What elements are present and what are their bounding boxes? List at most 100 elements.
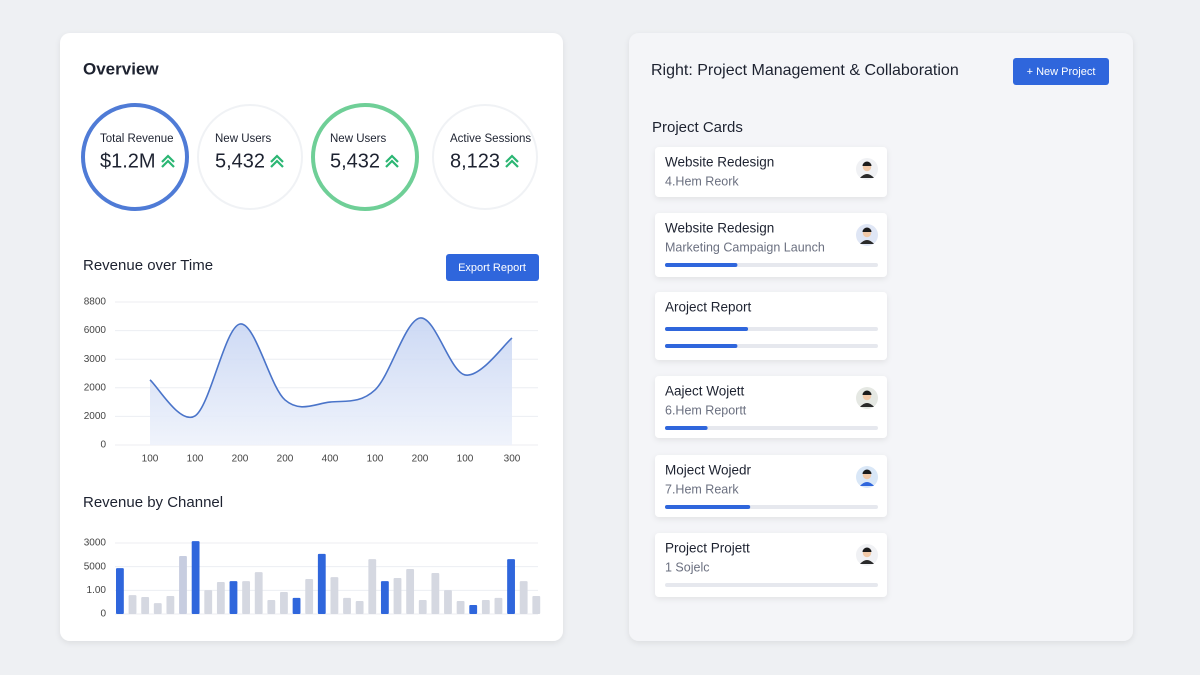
card-title: Moject Wojedr [665,463,752,478]
stat-circle [197,104,303,210]
bar [305,578,314,614]
project-card[interactable] [655,213,887,277]
y-tick-label: 2000 [84,411,107,422]
stat-label: Active Sessions [450,133,531,145]
export-button-label[interactable]: Export Report [458,262,526,274]
avatar-body [860,403,874,407]
x-tick-label: 200 [277,454,294,465]
x-tick-label: 100 [142,454,159,465]
card-subtitle: 1 Sojelc [665,560,709,574]
bar [166,596,175,614]
area [150,317,512,445]
avatar-body [860,482,874,486]
x-tick-label: 100 [457,454,474,465]
bar [343,597,351,614]
card-title: Aaject Wojett [665,384,745,399]
project-card[interactable] [655,455,887,517]
bar [204,590,213,614]
export-button[interactable] [446,254,539,281]
card-subtitle: Marketing Campaign Launch [665,240,825,254]
section-title: Project Cards [652,119,743,136]
bar [116,568,124,614]
progress-track [665,426,878,430]
stat-circle [432,104,538,210]
x-tick-label: 200 [232,454,249,465]
project-card[interactable] [655,292,887,360]
card-title: Website Redesign [665,155,774,170]
new-project-button[interactable] [1013,58,1109,85]
card-title: Project Projett [665,541,750,556]
y-tick-label: 2000 [84,382,107,393]
bar [229,581,238,614]
bar [191,541,200,614]
progress-track [665,583,878,587]
project-card[interactable] [655,376,887,438]
progress-fill [665,263,738,267]
bar [280,591,288,614]
trend-up-icon [505,154,519,168]
card-subtitle: 4.Hem Reork [665,174,739,188]
avatar-hair [862,469,872,474]
bar [292,597,301,614]
bar [254,572,263,614]
progress-fill [665,505,751,509]
stat-value: 8,123 [450,150,500,172]
bar [368,559,377,614]
bar [128,595,137,614]
bar [481,600,490,614]
stat-label: New Users [330,133,386,145]
card-title: Aroject Report [665,300,752,315]
overview-title: Overview [83,59,159,78]
new-project-button-label[interactable]: + New Project [1027,66,1096,78]
bar [153,603,162,614]
bar [380,581,389,614]
y-tick-label: 6000 [84,325,107,336]
stat-circle [311,103,419,211]
bar [141,596,150,614]
bar [532,596,541,614]
bar [507,559,515,614]
avatar-hair [862,227,872,232]
stat-label: Total Revenue [100,133,174,145]
y-tick-label: 1.00 [87,585,107,596]
chart-title: Revenue by Channel [83,494,223,511]
bar [330,577,339,614]
stat-value: $1.2M [100,150,156,172]
bar [431,573,440,614]
trend-up-icon [270,154,284,168]
left-panel [60,33,563,641]
bar [242,581,250,614]
avatar-hair [862,390,872,395]
x-tick-label: 200 [412,454,429,465]
y-tick-label: 5000 [84,561,107,572]
avatar-body [860,174,874,178]
project-card[interactable] [655,533,887,597]
chart-title: Revenue over Time [83,257,213,274]
progress-fill [665,344,738,348]
avatar-hair [862,161,872,166]
y-tick-label: 0 [100,609,106,620]
bar [469,605,478,614]
bar [216,582,225,614]
trend-up-icon [161,154,175,168]
x-tick-label: 400 [322,454,339,465]
stat-circle [81,103,189,211]
bar [444,590,452,614]
card-subtitle: 6.Hem Reportt [665,403,747,417]
stat-label: New Users [215,133,271,145]
bar [519,581,528,614]
stat-value: 5,432 [330,150,380,172]
bar [355,600,364,614]
panel-title: Right: Project Management & Collaboratio… [651,62,959,79]
card-title: Website Redesign [665,221,774,236]
bar [267,600,276,614]
trend-up-icon [385,154,399,168]
bar [494,597,503,614]
x-tick-label: 100 [187,454,204,465]
bar [393,578,402,614]
bar [418,600,427,614]
avatar-hair [862,547,872,552]
project-card[interactable] [655,147,887,197]
bar [179,556,187,614]
